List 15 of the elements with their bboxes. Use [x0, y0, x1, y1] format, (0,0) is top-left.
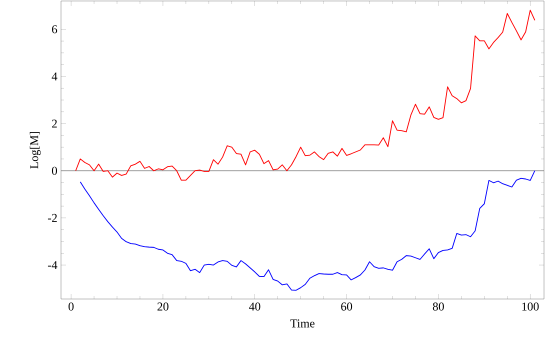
y-axis-title: Log[M]	[30, 132, 41, 169]
x-tick-label: 20	[157, 302, 168, 311]
x-tick-label: 0	[68, 302, 74, 311]
y-tick-label: 6	[52, 25, 58, 34]
x-axis-title: Time	[290, 319, 314, 328]
y-tick-label: -2	[48, 214, 57, 222]
y-tick-label: 4	[52, 72, 58, 80]
x-tick-label: 80	[432, 302, 444, 311]
line-series	[80, 170, 536, 291]
y-tick-label: 0	[52, 166, 58, 175]
y-tick-label: 2	[52, 120, 57, 128]
x-tick-label: 40	[249, 302, 260, 311]
x-tick-label: 60	[341, 302, 352, 311]
x-tick-label: 100	[522, 302, 539, 311]
y-tick-label: -4	[48, 261, 58, 269]
